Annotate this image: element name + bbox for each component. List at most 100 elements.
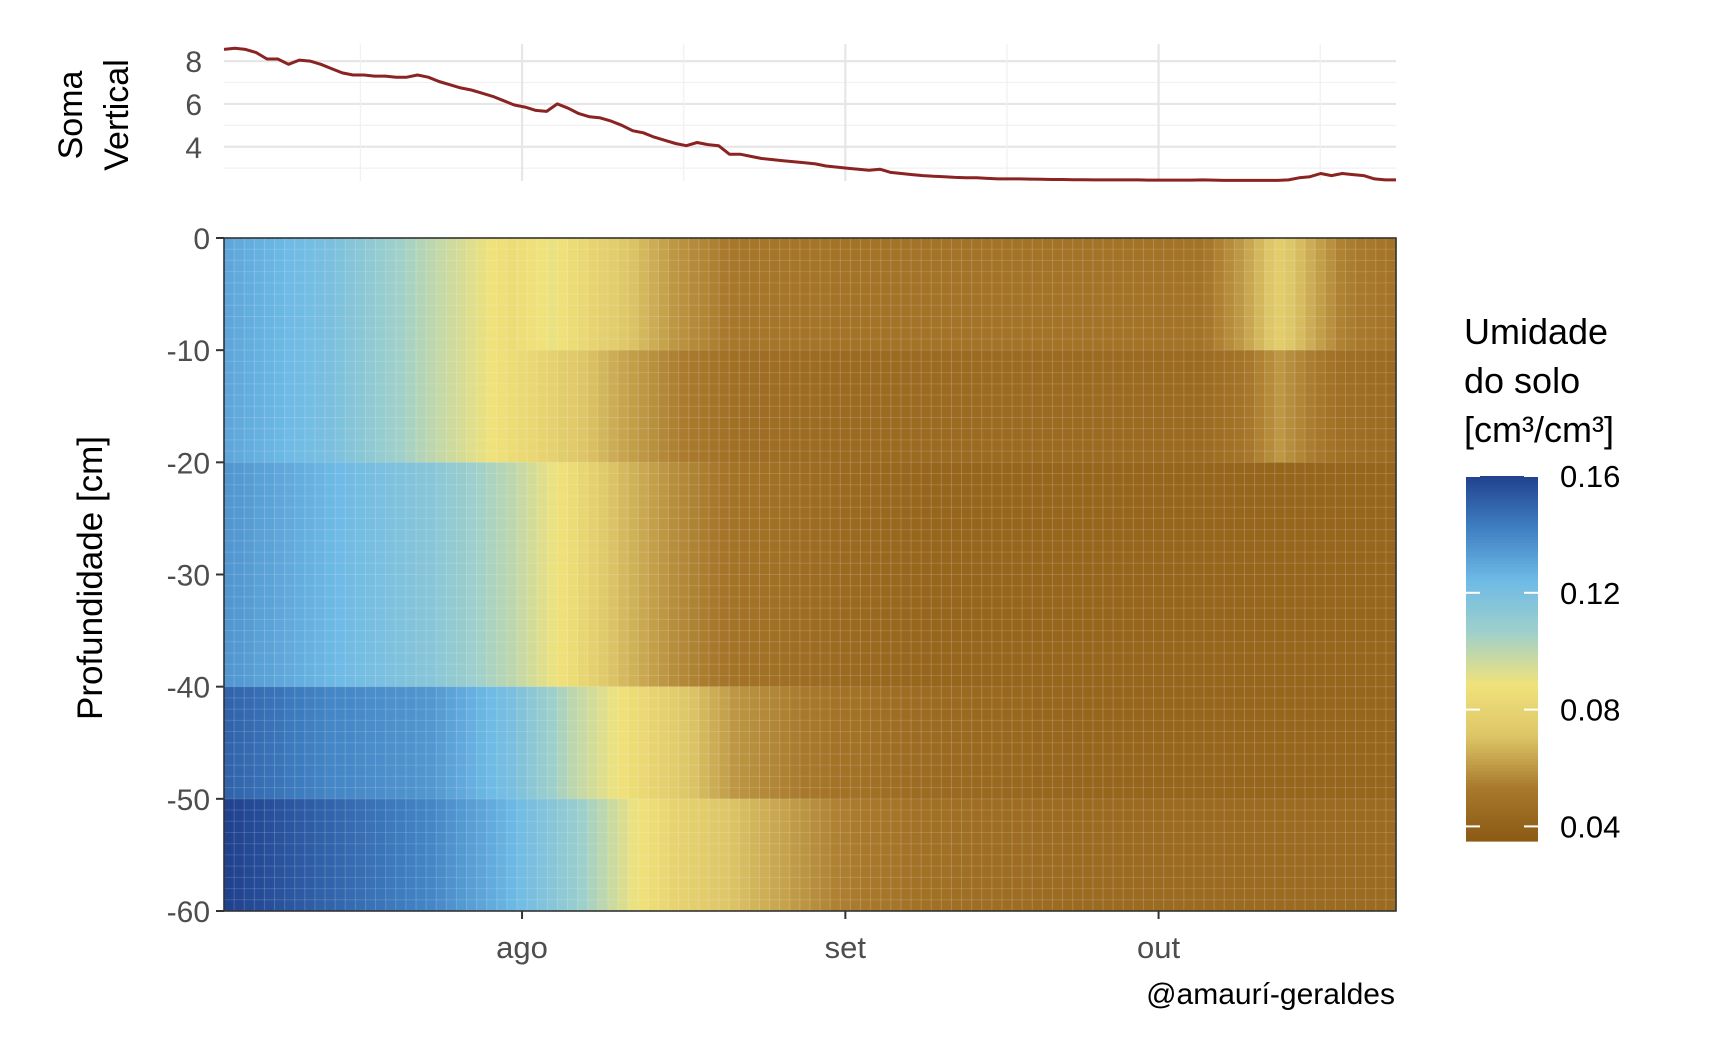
heatmap-cell <box>1032 798 1043 912</box>
heatmap-cell <box>577 350 589 463</box>
legend-color-step <box>1466 631 1538 635</box>
heatmap-cell <box>688 798 700 912</box>
heatmap-cell <box>739 462 750 688</box>
heatmap-cell <box>415 462 427 688</box>
heatmap-cell <box>517 798 528 912</box>
heatmap-cell <box>638 350 649 463</box>
heatmap-cell <box>678 686 690 800</box>
heatmap-cell <box>1284 350 1296 463</box>
heatmap-cell <box>1244 350 1256 463</box>
heatmap-cell <box>991 238 1003 351</box>
heatmap-cell <box>607 686 619 800</box>
heatmap-cell <box>921 238 932 351</box>
heatmap-cell <box>1173 350 1185 463</box>
heatmap-cell <box>264 462 276 688</box>
heatmap-cell <box>719 798 730 912</box>
legend-color-step <box>1466 634 1538 638</box>
heatmap-cell <box>850 462 862 688</box>
legend-color-step <box>1466 576 1538 581</box>
heatmap-cell <box>921 462 932 688</box>
heatmap-cell <box>820 350 831 463</box>
heatmap-cell <box>1305 686 1316 800</box>
heatmap-cell <box>355 798 367 912</box>
heatmap-cell <box>395 686 407 800</box>
heatmap-cell <box>537 686 548 800</box>
heatmap-cell <box>1113 350 1124 463</box>
heatmap-cell <box>486 798 498 912</box>
heatmap-cell <box>1315 350 1326 463</box>
heatmap-cell <box>1163 462 1175 688</box>
heatmap-cell <box>1062 238 1074 351</box>
heatmap-cell <box>547 686 559 800</box>
heatmap-cell <box>1133 686 1145 800</box>
heatmap-cell <box>486 462 498 688</box>
legend-color-step <box>1466 764 1538 769</box>
heatmap-cell <box>446 462 457 688</box>
heatmap-cell <box>426 462 437 688</box>
heatmap-cell <box>1294 238 1306 351</box>
heatmap-cell <box>658 798 670 912</box>
heatmap-cell <box>749 686 761 800</box>
heatmap-cell <box>325 350 336 463</box>
heatmap-cell <box>607 350 619 463</box>
heatmap-cell <box>1254 238 1266 351</box>
legend-color-step <box>1466 588 1538 593</box>
legend-color-step <box>1466 682 1538 687</box>
heatmap-cell <box>951 686 963 800</box>
heatmap-cell <box>648 798 660 912</box>
heatmap-cell <box>931 686 942 800</box>
heatmap-cell <box>1001 798 1013 912</box>
heatmap-cell <box>1365 350 1377 463</box>
heatmap-cell <box>789 350 801 463</box>
heatmap-cell <box>264 238 276 351</box>
legend-color-step <box>1466 561 1538 565</box>
legend-color-step <box>1466 597 1538 602</box>
heatmap-cell <box>1042 462 1054 688</box>
heatmap-cell <box>506 238 518 351</box>
heatmap-cell <box>688 462 700 688</box>
heatmap-cell <box>314 686 326 800</box>
heatmap-cell <box>1375 798 1387 912</box>
heatmap-cell <box>557 462 569 688</box>
heatmap-cell <box>921 798 932 912</box>
heatmap-cell <box>1103 798 1114 912</box>
heatmap-cell <box>911 686 922 800</box>
heatmap-cell <box>890 350 902 463</box>
heatmap-cell <box>395 350 407 463</box>
heatmap-cell <box>517 350 528 463</box>
heatmap-cell <box>325 798 336 912</box>
legend-color-step <box>1466 658 1538 663</box>
legend-color-step <box>1466 664 1538 669</box>
heatmap-cell <box>911 238 922 351</box>
heatmap-cell <box>1204 350 1215 463</box>
heatmap-cell <box>921 686 932 800</box>
heatmap-cell <box>911 462 922 688</box>
heatmap-cell <box>880 798 892 912</box>
heatmap-cell <box>759 798 771 912</box>
legend-color-step <box>1466 585 1538 590</box>
heatmap-cell <box>1264 350 1276 463</box>
heatmap-cell <box>1022 462 1033 688</box>
heatmap-cell <box>1022 238 1033 351</box>
heatmap-cell <box>1012 350 1023 463</box>
heatmap-cell <box>638 238 649 351</box>
heatmap-cell-grid <box>224 238 1396 911</box>
heatmap-cell <box>810 238 821 351</box>
heatmap-cell <box>719 686 730 800</box>
soma-vertical-line <box>223 46 1396 182</box>
heatmap-cell <box>284 350 296 463</box>
heatmap-cell <box>1365 462 1377 688</box>
color-legend: Umidade do solo [cm³/cm³] 0.160.120.080.… <box>1464 311 1620 844</box>
legend-color-step <box>1466 533 1538 538</box>
heatmap-cell <box>1234 462 1246 688</box>
heatmap-cell <box>335 686 346 800</box>
heatmap-cell <box>284 798 296 912</box>
legend-color-step <box>1466 515 1538 520</box>
heatmap-cell <box>1193 798 1205 912</box>
heatmap-cell <box>1224 238 1235 351</box>
heatmap-cell <box>527 238 538 351</box>
heatmap-cell <box>688 686 700 800</box>
heatmap-cell <box>1335 798 1347 912</box>
legend-color-step <box>1466 494 1538 498</box>
heatmap-cell <box>1345 350 1357 463</box>
